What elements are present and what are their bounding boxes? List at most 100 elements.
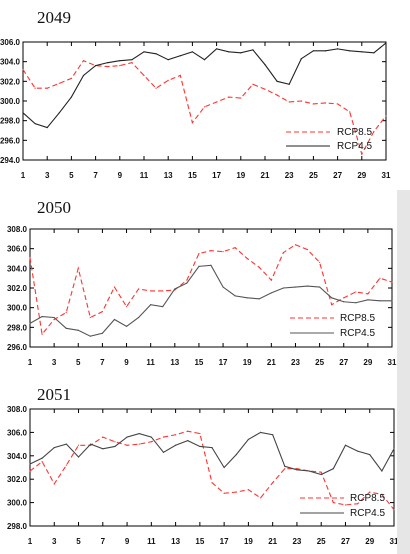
y-tick-label: 308.0 — [7, 405, 28, 414]
x-tick-label: 19 — [244, 537, 253, 546]
data-point-RCP8.5 — [319, 261, 321, 264]
data-point-RCP4.5 — [223, 466, 225, 469]
data-point-RCP4.5 — [294, 286, 297, 288]
data-point-RCP8.5 — [41, 461, 43, 463]
data-point-RCP4.5 — [282, 287, 284, 289]
series-line-RCP4.5 — [22, 42, 387, 129]
data-point-RCP4.5 — [320, 473, 322, 476]
data-point-RCP4.5 — [337, 48, 339, 50]
data-point-RCP4.5 — [332, 468, 334, 470]
data-point-RCP8.5 — [155, 87, 157, 89]
x-tick-label: 3 — [45, 171, 50, 180]
x-tick-label: 5 — [76, 537, 81, 546]
data-point-RCP8.5 — [284, 468, 286, 470]
data-point-RCP4.5 — [77, 456, 80, 458]
data-point-RCP4.5 — [308, 470, 310, 472]
data-point-RCP8.5 — [222, 251, 224, 253]
data-point-RCP4.5 — [90, 443, 92, 445]
data-point-RCP4.5 — [179, 55, 181, 57]
data-point-RCP8.5 — [240, 97, 242, 99]
data-point-RCP4.5 — [199, 445, 201, 448]
data-point-RCP8.5 — [344, 504, 347, 506]
data-point-RCP8.5 — [235, 491, 237, 493]
data-point-RCP4.5 — [211, 447, 213, 449]
data-point-RCP8.5 — [150, 290, 152, 292]
data-point-RCP4.5 — [288, 83, 290, 85]
data-point-RCP8.5 — [167, 79, 169, 81]
plot-frame — [29, 408, 395, 527]
data-point-RCP8.5 — [199, 432, 201, 435]
y-tick-label: 300.0 — [0, 97, 21, 106]
data-point-RCP4.5 — [101, 332, 103, 334]
data-point-RCP8.5 — [53, 318, 55, 321]
data-point-RCP4.5 — [162, 306, 164, 308]
x-tick-label: 5 — [76, 358, 81, 367]
x-tick-label: 9 — [124, 358, 129, 367]
legend-label: RCP4.5 — [340, 328, 375, 339]
data-point-RCP4.5 — [77, 329, 79, 331]
data-point-RCP4.5 — [198, 265, 200, 267]
y-tick-label: 300.0 — [7, 499, 28, 508]
x-tick-label: 7 — [100, 358, 105, 367]
data-point-RCP8.5 — [126, 444, 128, 446]
data-point-RCP8.5 — [34, 87, 36, 89]
data-point-RCP4.5 — [34, 123, 36, 125]
x-tick-label: 1 — [28, 537, 33, 546]
data-point-RCP4.5 — [65, 443, 67, 445]
data-point-RCP8.5 — [175, 434, 177, 436]
data-point-RCP4.5 — [272, 434, 274, 436]
x-tick-label: 23 — [292, 537, 301, 546]
data-point-RCP8.5 — [259, 497, 262, 499]
data-point-RCP4.5 — [125, 325, 128, 327]
data-point-RCP8.5 — [381, 493, 383, 496]
data-point-RCP4.5 — [296, 469, 298, 471]
data-point-RCP4.5 — [107, 62, 109, 64]
x-tick-label: 7 — [93, 171, 98, 180]
data-point-RCP8.5 — [247, 489, 249, 491]
data-point-RCP4.5 — [29, 463, 31, 465]
data-point-RCP4.5 — [246, 297, 248, 299]
data-point-RCP4.5 — [126, 436, 128, 438]
data-point-RCP8.5 — [113, 286, 116, 288]
data-point-RCP4.5 — [270, 292, 272, 294]
x-tick-label: 17 — [219, 358, 228, 367]
data-point-RCP4.5 — [65, 327, 67, 329]
data-point-RCP8.5 — [361, 153, 363, 155]
data-point-RCP4.5 — [319, 286, 321, 288]
data-point-RCP8.5 — [272, 482, 274, 484]
x-tick-label: 15 — [195, 537, 204, 546]
data-point-RCP8.5 — [162, 290, 164, 292]
data-point-RCP4.5 — [306, 285, 309, 287]
data-point-RCP8.5 — [107, 65, 109, 68]
data-point-RCP8.5 — [138, 288, 140, 290]
legend-label: RCP8.5 — [340, 313, 375, 324]
data-point-RCP4.5 — [357, 450, 359, 452]
legend-label: RCP8.5 — [337, 127, 372, 138]
x-tick-label: 21 — [261, 171, 270, 180]
data-point-RCP8.5 — [22, 68, 24, 71]
data-point-RCP8.5 — [379, 277, 381, 279]
data-point-RCP4.5 — [113, 318, 116, 321]
data-point-RCP4.5 — [343, 301, 345, 303]
data-point-RCP8.5 — [65, 311, 67, 314]
data-point-RCP8.5 — [276, 94, 278, 96]
x-tick-label: 25 — [315, 358, 324, 367]
data-point-RCP4.5 — [41, 457, 43, 459]
data-point-RCP4.5 — [276, 80, 278, 82]
x-tick-label: 13 — [170, 358, 179, 367]
y-tick-label: 298.0 — [7, 522, 28, 531]
data-point-RCP4.5 — [174, 288, 176, 290]
data-point-RCP4.5 — [58, 112, 60, 114]
data-point-RCP8.5 — [306, 249, 309, 251]
data-point-RCP4.5 — [324, 50, 327, 52]
data-point-RCP8.5 — [187, 430, 189, 432]
x-tick-label: 19 — [243, 358, 252, 367]
x-tick-label: 1 — [28, 358, 33, 367]
data-point-RCP8.5 — [393, 509, 395, 511]
data-point-RCP4.5 — [240, 52, 242, 54]
data-point-RCP4.5 — [114, 445, 116, 448]
data-point-RCP4.5 — [216, 48, 218, 50]
data-point-RCP8.5 — [77, 444, 80, 446]
data-point-RCP8.5 — [131, 62, 133, 64]
